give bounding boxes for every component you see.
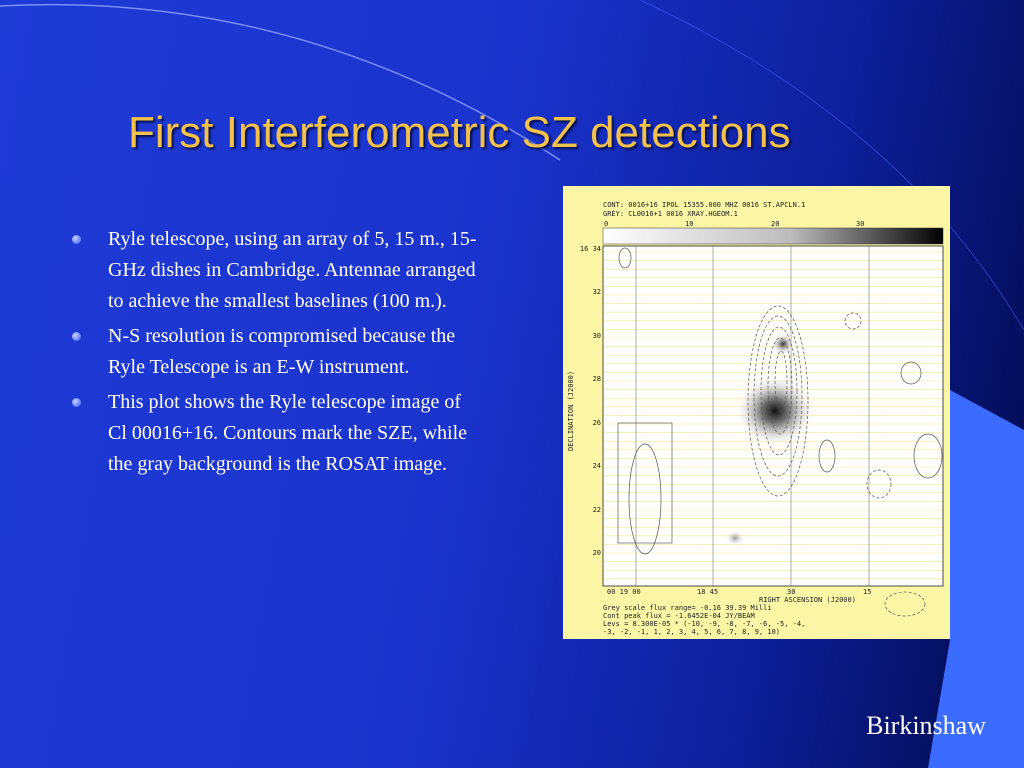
- x-tick-label: 18 45: [697, 588, 718, 596]
- figure-header-1: CONT: 0016+16 IPOL 15355.000 MHZ 0016 ST…: [603, 201, 805, 209]
- bullet-icon: [72, 235, 81, 244]
- bullet-text: This plot shows the Ryle telescope image…: [108, 391, 468, 475]
- y-tick-label: 30: [593, 332, 601, 340]
- y-tick-label: 26: [593, 419, 601, 427]
- negative-contours: [618, 247, 943, 555]
- slide-title: First Interferometric SZ detections: [128, 108, 791, 157]
- bullet-text: N-S resolution is compromised because th…: [108, 325, 456, 378]
- beam-box: [617, 422, 673, 544]
- xray-emission: [735, 375, 815, 447]
- radio-contour-figure: CONT: 0016+16 IPOL 15355.000 MHZ 0016 ST…: [563, 186, 950, 639]
- bullet-item: N-S resolution is compromised because th…: [70, 321, 480, 383]
- y-tick-label: 16 34: [580, 245, 601, 253]
- x-tick-label: 00 19 00: [607, 588, 641, 596]
- x-tick-label: 15: [863, 588, 871, 596]
- figure-header-2: GREY: CL0016+1 0016 XRAY.HGEOM.1: [603, 210, 738, 218]
- decorative-arc-right: [639, 0, 1024, 331]
- y-tick-label: 24: [593, 462, 601, 470]
- figure-footer-line: Grey scale flux range= -0.16 39.39 Milli: [603, 604, 772, 612]
- sz-contours: [747, 305, 926, 617]
- plot-frame: [602, 245, 944, 587]
- y-tick-label: 32: [593, 288, 601, 296]
- scale-tick: 0: [604, 220, 608, 228]
- xray-source: [725, 530, 745, 546]
- bullet-text: Ryle telescope, using an array of 5, 15 …: [108, 228, 477, 312]
- x-tick-label: 30: [787, 588, 795, 596]
- greyscale-bar: [602, 227, 944, 245]
- decorative-blue-shape: [928, 390, 1024, 768]
- y-tick-label: 22: [593, 506, 601, 514]
- figure-footer-line: Levs = 8.300E-05 * (-10, -9, -8, -7, -6,…: [603, 620, 805, 628]
- xray-source: [771, 333, 795, 355]
- scale-tick: 10: [685, 220, 693, 228]
- author-name: Birkinshaw: [866, 711, 986, 740]
- bullet-icon: [72, 398, 81, 407]
- scale-tick: 30: [856, 220, 864, 228]
- figure-footer-line: Cont peak flux = -1.6452E-04 JY/BEAM: [603, 612, 755, 620]
- figure-footer-line: -3, -2, -1, 1, 2, 3, 4, 5, 6, 7, 8, 9, 1…: [603, 628, 780, 636]
- x-axis-label: RIGHT ASCENSION (J2000): [759, 596, 856, 604]
- y-tick-label: 28: [593, 375, 601, 383]
- scale-tick: 20: [771, 220, 779, 228]
- bullet-list: Ryle telescope, using an array of 5, 15 …: [70, 224, 480, 484]
- y-tick-label: 20: [593, 549, 601, 557]
- bullet-item: Ryle telescope, using an array of 5, 15 …: [70, 224, 480, 317]
- y-axis-label: DECLINATION (J2000): [567, 371, 575, 451]
- bullet-icon: [72, 332, 81, 341]
- decorative-arc: [0, 3, 561, 161]
- bullet-item: This plot shows the Ryle telescope image…: [70, 387, 480, 480]
